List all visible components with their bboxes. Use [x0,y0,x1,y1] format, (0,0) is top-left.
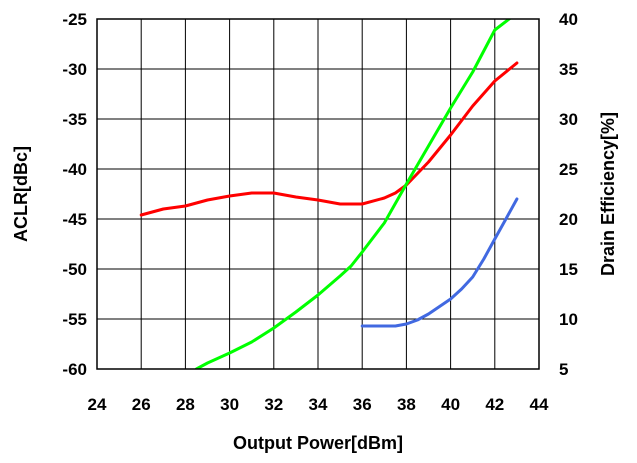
y-left-tick-labels: -60 -55 -50 -45 -40 -35 -30 -25 [62,10,87,379]
y-right-tick-label: 35 [559,60,578,79]
y-right-tick-label: 40 [559,10,578,29]
series-line-1 [139,61,519,217]
x-tick-label: 42 [485,395,504,414]
y-right-tick-label: 10 [559,310,578,329]
y-left-tick-label: -35 [62,110,87,129]
y-right-tick-labels: 5 10 15 20 25 30 35 40 [559,10,578,379]
y-left-tick-label: -25 [62,10,87,29]
y-left-tick-label: -50 [62,260,87,279]
y-right-axis-title: Drain Efficiency[%] [598,112,618,276]
series-line-2 [194,19,512,369]
y-left-tick-label: -30 [62,60,87,79]
x-tick-label: 34 [309,395,328,414]
x-tick-label: 26 [132,395,151,414]
y-left-tick-label: -55 [62,310,87,329]
x-tick-labels: 24 26 28 30 32 34 36 38 40 42 44 [88,395,549,414]
x-tick-label: 44 [530,395,549,414]
y-left-tick-label: -45 [62,210,87,229]
y-right-tick-label: 5 [559,360,568,379]
y-right-tick-label: 25 [559,160,578,179]
series-layer [139,19,519,369]
y-left-axis-title: ACLR[dBc] [11,146,31,242]
y-left-tick-label: -60 [62,360,87,379]
y-right-tick-label: 20 [559,210,578,229]
x-tick-label: 28 [176,395,195,414]
plot-frame [96,18,540,370]
x-tick-label: 36 [353,395,372,414]
series-line-3 [360,197,519,328]
x-axis-title: Output Power[dBm] [233,433,403,453]
x-tick-label: 30 [220,395,239,414]
y-right-tick-label: 15 [559,260,578,279]
y-left-tick-label: -40 [62,160,87,179]
x-tick-label: 38 [397,395,416,414]
x-tick-label: 24 [88,395,107,414]
x-tick-label: 32 [264,395,283,414]
x-tick-label: 40 [441,395,460,414]
y-right-tick-label: 30 [559,110,578,129]
